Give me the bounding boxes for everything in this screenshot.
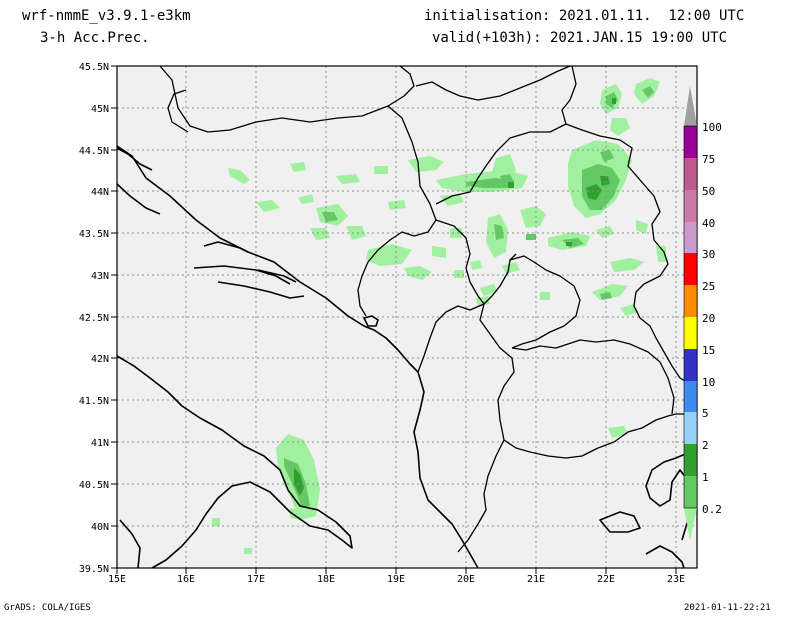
lat-label: 41N — [91, 438, 109, 449]
colorbar-swatch — [684, 158, 697, 190]
lon-label: 15E — [108, 574, 126, 585]
colorbar-swatch — [684, 253, 697, 285]
colorbar-swatch — [684, 317, 697, 349]
colorbar-swatch — [684, 190, 697, 222]
valid-time: valid(+103h): 2021.JAN.15 19:00 UTC — [432, 30, 728, 46]
lat-label: 43N — [91, 271, 109, 282]
colorbar-swatch — [684, 476, 697, 508]
lat-label: 40N — [91, 522, 109, 533]
lat-label: 41.5N — [79, 396, 109, 407]
colorbar-swatch — [684, 508, 697, 540]
colorbar-label: 50 — [702, 185, 715, 198]
lat-label: 42.5N — [79, 313, 109, 324]
colorbar-swatch — [684, 381, 697, 412]
colorbar-swatch — [684, 126, 697, 158]
lat-label: 44N — [91, 187, 109, 198]
colorbar: 100 75 50 40 30 25 20 15 10 5 2 1 0.2 — [683, 86, 722, 540]
colorbar-label: 0.2 — [702, 503, 722, 516]
colorbar-label: 20 — [702, 312, 715, 325]
colorbar-swatch — [684, 444, 697, 476]
lon-label: 20E — [457, 574, 475, 585]
country-borders — [159, 65, 697, 553]
colorbar-label: 25 — [702, 280, 715, 293]
colorbar-swatch — [684, 285, 697, 317]
lat-label: 42N — [91, 354, 109, 365]
lon-label: 19E — [387, 574, 405, 585]
field-name: 3-h Acc.Prec. — [40, 30, 150, 46]
colorbar-label: 10 — [702, 376, 715, 389]
colorbar-cap — [684, 86, 697, 126]
lon-label: 23E — [667, 574, 685, 585]
credit-text: GrADS: COLA/IGES — [4, 603, 91, 613]
lat-label: 44.5N — [79, 146, 109, 157]
lon-label: 21E — [527, 574, 545, 585]
colorbar-label: 40 — [702, 217, 715, 230]
colorbar-label: 30 — [702, 248, 715, 261]
colorbar-label: 100 — [702, 121, 722, 134]
colorbar-label: 1 — [702, 471, 709, 484]
lat-label: 39.5N — [79, 564, 109, 575]
colorbar-label: 75 — [702, 153, 715, 166]
lat-label: 43.5N — [79, 229, 109, 240]
lat-label: 45.5N — [79, 62, 109, 73]
colorbar-label: 2 — [702, 439, 709, 452]
lat-labels: 45.5N 45N 44.5N 44N 43.5N 43N 42.5N 42N … — [79, 62, 109, 575]
timestamp-text: 2021-01-11-22:21 — [684, 603, 771, 613]
precip-areas — [212, 78, 666, 554]
axis-ticks — [111, 65, 677, 574]
lat-label: 45N — [91, 104, 109, 115]
lon-label: 16E — [177, 574, 195, 585]
lat-label: 40.5N — [79, 480, 109, 491]
lon-label: 22E — [597, 574, 615, 585]
colorbar-swatch — [684, 349, 697, 381]
init-time: initialisation: 2021.01.11. 12:00 UTC — [424, 8, 745, 24]
lon-label: 17E — [247, 574, 265, 585]
colorbar-swatch — [684, 222, 697, 253]
colorbar-swatch — [684, 412, 697, 444]
colorbar-label: 15 — [702, 344, 715, 357]
lon-label: 18E — [317, 574, 335, 585]
lon-labels: 15E 16E 17E 18E 19E 20E 21E 22E 23E — [108, 574, 685, 585]
model-name: wrf-nmmE_v3.9.1-e3km — [22, 8, 191, 24]
coastlines — [116, 145, 698, 569]
colorbar-label: 5 — [702, 407, 709, 420]
